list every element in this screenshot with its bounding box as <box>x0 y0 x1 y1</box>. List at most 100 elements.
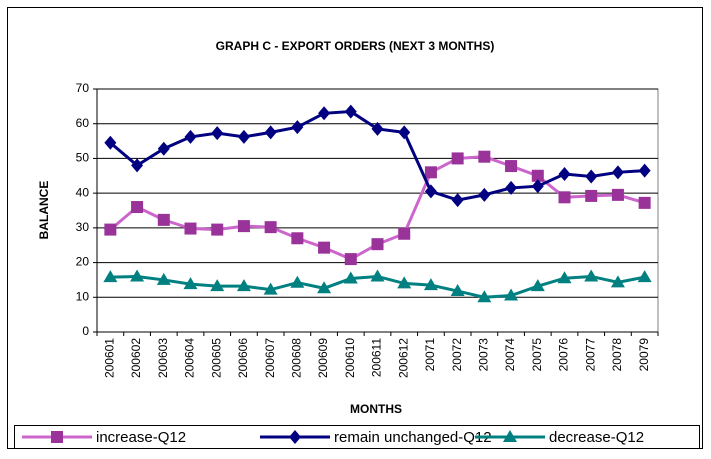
marker <box>371 238 384 251</box>
marker <box>584 269 599 282</box>
marker <box>478 150 491 163</box>
marker <box>317 281 332 294</box>
marker <box>104 223 117 236</box>
marker <box>156 272 171 285</box>
x-tick-label: 20078 <box>610 338 624 372</box>
legend-label: increase-Q12 <box>96 429 186 446</box>
marker <box>344 104 357 119</box>
x-tick-label: 20077 <box>583 338 597 372</box>
marker <box>611 165 624 180</box>
marker <box>505 160 518 173</box>
marker <box>51 431 63 443</box>
legend-label: decrease-Q12 <box>549 429 644 446</box>
marker <box>184 222 197 235</box>
marker <box>103 270 118 283</box>
marker <box>504 288 519 301</box>
marker <box>131 158 144 173</box>
marker <box>290 275 305 288</box>
x-tick-label: 20072 <box>450 338 464 372</box>
marker <box>130 269 145 282</box>
marker <box>610 275 625 288</box>
marker <box>318 241 331 254</box>
marker <box>637 270 652 283</box>
x-tick-label: 200608 <box>290 338 304 378</box>
marker <box>503 430 517 442</box>
marker <box>531 169 544 182</box>
marker <box>585 169 598 184</box>
x-tick-label: 20079 <box>637 338 651 372</box>
x-tick-label: 200610 <box>343 338 357 378</box>
x-tick-label: 200606 <box>236 338 250 378</box>
x-tick-label: 200602 <box>129 338 143 378</box>
marker <box>343 271 358 284</box>
marker <box>505 180 518 195</box>
chart-title: GRAPH C - EXPORT ORDERS (NEXT 3 MONTHS) <box>216 39 495 53</box>
marker <box>289 430 301 444</box>
marker <box>450 284 465 297</box>
x-tick-label: 20071 <box>423 338 437 372</box>
marker <box>530 279 545 292</box>
marker <box>211 223 224 236</box>
y-tick-label: 30 <box>76 220 90 234</box>
marker <box>157 213 170 226</box>
marker <box>104 135 117 150</box>
marker <box>291 232 304 245</box>
marker <box>423 278 438 291</box>
x-tick-label: 20073 <box>477 338 491 372</box>
marker <box>398 125 411 140</box>
marker <box>398 227 411 240</box>
marker <box>264 125 277 140</box>
x-tick-label: 200612 <box>396 338 410 378</box>
y-tick-label: 70 <box>76 81 90 95</box>
x-tick-label: 20076 <box>557 338 571 372</box>
marker <box>558 167 571 182</box>
marker <box>157 141 170 156</box>
x-axis-title: MONTHS <box>350 402 402 416</box>
marker <box>531 179 544 194</box>
x-tick-label: 200601 <box>103 338 117 378</box>
marker <box>424 166 437 179</box>
marker <box>183 277 198 290</box>
marker <box>424 184 437 199</box>
marker <box>557 271 572 284</box>
y-tick-label: 50 <box>76 151 90 165</box>
x-tick-label: 200609 <box>316 338 330 378</box>
marker <box>131 201 144 214</box>
x-tick-label: 200604 <box>183 338 197 378</box>
marker <box>397 276 412 289</box>
marker <box>210 279 225 292</box>
y-tick-label: 10 <box>76 289 90 303</box>
marker <box>236 279 251 292</box>
marker <box>318 106 331 121</box>
marker <box>344 253 357 266</box>
marker <box>477 290 492 303</box>
legend-box <box>14 425 700 449</box>
marker <box>451 193 464 208</box>
x-tick-label: 20075 <box>530 338 544 372</box>
marker <box>264 221 277 234</box>
y-tick-label: 60 <box>76 116 90 130</box>
y-tick-label: 0 <box>82 324 89 338</box>
marker <box>237 129 250 144</box>
x-tick-label: 200605 <box>209 338 223 378</box>
x-tick-label: 200611 <box>370 338 384 377</box>
marker <box>638 196 651 209</box>
marker <box>558 191 571 204</box>
x-tick-label: 20074 <box>503 338 517 372</box>
x-tick-label: 200607 <box>263 338 277 378</box>
marker <box>638 163 651 178</box>
marker <box>370 269 385 282</box>
marker <box>611 188 624 201</box>
y-tick-label: 20 <box>76 255 90 269</box>
marker <box>291 120 304 135</box>
y-axis-title: BALANCE <box>37 181 51 240</box>
marker <box>263 282 278 295</box>
legend-label: remain unchanged-Q12 <box>334 429 492 446</box>
marker <box>585 189 598 202</box>
marker <box>371 121 384 136</box>
marker <box>184 129 197 144</box>
marker <box>451 152 464 165</box>
marker <box>478 187 491 202</box>
x-tick-label: 200603 <box>156 338 170 378</box>
